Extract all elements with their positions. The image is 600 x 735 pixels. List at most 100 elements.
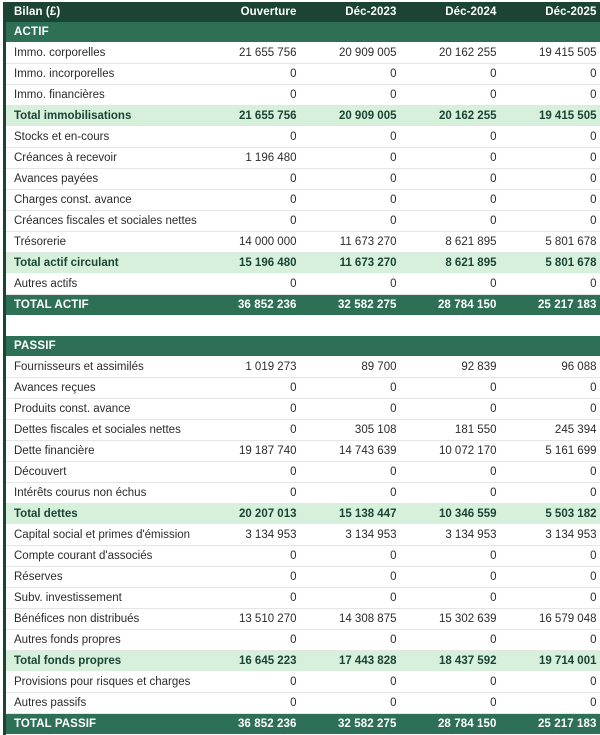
row-value-ouverture: 0 bbox=[205, 377, 305, 398]
row-value-ouverture: 21 655 756 bbox=[205, 106, 305, 127]
row-label: Créances à recevoir bbox=[5, 148, 205, 169]
row-value-dec2024: 0 bbox=[405, 127, 505, 148]
row-value-dec2024: 0 bbox=[405, 274, 505, 295]
section-banner-cell bbox=[305, 336, 405, 357]
row-value-ouverture: 0 bbox=[205, 211, 305, 232]
row-label: Trésorerie bbox=[5, 232, 205, 253]
row-value-dec2025: 0 bbox=[505, 190, 600, 211]
row-value-dec2023: 14 743 639 bbox=[305, 440, 405, 461]
section-banner-cell bbox=[505, 336, 600, 357]
row-value-dec2023: 0 bbox=[305, 274, 405, 295]
row-value-dec2024: 0 bbox=[405, 461, 505, 482]
row-value-ouverture: 21 655 756 bbox=[205, 43, 305, 64]
row-value-ouverture: 19 187 740 bbox=[205, 440, 305, 461]
column-header-dec-2024: Déc-2024 bbox=[405, 2, 505, 22]
row-value-dec2023: 11 673 270 bbox=[305, 253, 405, 274]
row-value-dec2023: 0 bbox=[305, 671, 405, 692]
row-value-dec2025: 0 bbox=[505, 671, 600, 692]
row-value-dec2024: 10 072 170 bbox=[405, 440, 505, 461]
row-label: Réserves bbox=[5, 566, 205, 587]
row-value-dec2025: 25 217 183 bbox=[505, 713, 600, 734]
row-value-dec2024: 20 162 255 bbox=[405, 43, 505, 64]
row-value-dec2024: 10 346 559 bbox=[405, 503, 505, 524]
row-value-dec2024: 28 784 150 bbox=[405, 295, 505, 316]
row-value-dec2025: 96 088 bbox=[505, 356, 600, 377]
row-value-dec2025: 25 217 183 bbox=[505, 295, 600, 316]
row-value-dec2024: 0 bbox=[405, 211, 505, 232]
row-label: Subv. investissement bbox=[5, 587, 205, 608]
row-value-dec2024: 0 bbox=[405, 377, 505, 398]
row-label: Découvert bbox=[5, 461, 205, 482]
row-value-ouverture: 0 bbox=[205, 85, 305, 106]
row-value-dec2025: 0 bbox=[505, 587, 600, 608]
row-value-ouverture: 0 bbox=[205, 587, 305, 608]
row-value-dec2023: 14 308 875 bbox=[305, 608, 405, 629]
section-banner-label: ACTIF bbox=[5, 22, 205, 43]
row-value-ouverture: 0 bbox=[205, 127, 305, 148]
row-value-dec2025: 0 bbox=[505, 377, 600, 398]
row-label: Produits const. avance bbox=[5, 398, 205, 419]
column-header-ouverture: Ouverture bbox=[205, 2, 305, 22]
section-spacer bbox=[5, 316, 600, 336]
row-value-ouverture: 0 bbox=[205, 190, 305, 211]
row-value-dec2025: 0 bbox=[505, 127, 600, 148]
row-value-dec2024: 0 bbox=[405, 148, 505, 169]
row-value-dec2024: 18 437 592 bbox=[405, 650, 505, 671]
row-value-ouverture: 0 bbox=[205, 692, 305, 713]
section-banner-passif: PASSIF bbox=[5, 336, 600, 357]
row-value-ouverture: 0 bbox=[205, 169, 305, 190]
row-value-dec2023: 17 443 828 bbox=[305, 650, 405, 671]
section-spacer-cell bbox=[5, 316, 600, 336]
row-label: Total actif circulant bbox=[5, 253, 205, 274]
row-value-dec2024: 3 134 953 bbox=[405, 524, 505, 545]
row-value-dec2023: 3 134 953 bbox=[305, 524, 405, 545]
row-value-dec2025: 5 801 678 bbox=[505, 253, 600, 274]
balance-sheet-document: Bilan (£) Ouverture Déc-2023 Déc-2024 Dé… bbox=[0, 0, 600, 594]
row-label: Immo. incorporelles bbox=[5, 64, 205, 85]
row-value-ouverture: 0 bbox=[205, 419, 305, 440]
row-value-dec2025: 0 bbox=[505, 169, 600, 190]
row-value-dec2025: 5 801 678 bbox=[505, 232, 600, 253]
row-value-dec2025: 0 bbox=[505, 482, 600, 503]
row-value-ouverture: 0 bbox=[205, 461, 305, 482]
row-value-dec2025: 0 bbox=[505, 692, 600, 713]
row-value-dec2024: 20 162 255 bbox=[405, 106, 505, 127]
row-value-dec2024: 0 bbox=[405, 629, 505, 650]
row-value-dec2025: 0 bbox=[505, 398, 600, 419]
row-value-ouverture: 1 019 273 bbox=[205, 356, 305, 377]
row-value-ouverture: 36 852 236 bbox=[205, 295, 305, 316]
row-value-ouverture: 16 645 223 bbox=[205, 650, 305, 671]
row-value-dec2025: 0 bbox=[505, 64, 600, 85]
row-value-dec2024: 15 302 639 bbox=[405, 608, 505, 629]
row-value-dec2024: 0 bbox=[405, 190, 505, 211]
row-value-dec2023: 0 bbox=[305, 629, 405, 650]
row-value-dec2025: 245 394 bbox=[505, 419, 600, 440]
row-value-dec2023: 0 bbox=[305, 127, 405, 148]
row-value-dec2025: 5 161 699 bbox=[505, 440, 600, 461]
section-banner-actif: ACTIF bbox=[5, 22, 600, 43]
row-label: Compte courant d'associés bbox=[5, 545, 205, 566]
row-label: Intérêts courus non échus bbox=[5, 482, 205, 503]
row-value-dec2023: 0 bbox=[305, 545, 405, 566]
row-value-dec2023: 0 bbox=[305, 587, 405, 608]
row-value-dec2025: 0 bbox=[505, 85, 600, 106]
row-label: TOTAL ACTIF bbox=[5, 295, 205, 316]
row-value-ouverture: 0 bbox=[205, 274, 305, 295]
row-value-dec2023: 0 bbox=[305, 64, 405, 85]
